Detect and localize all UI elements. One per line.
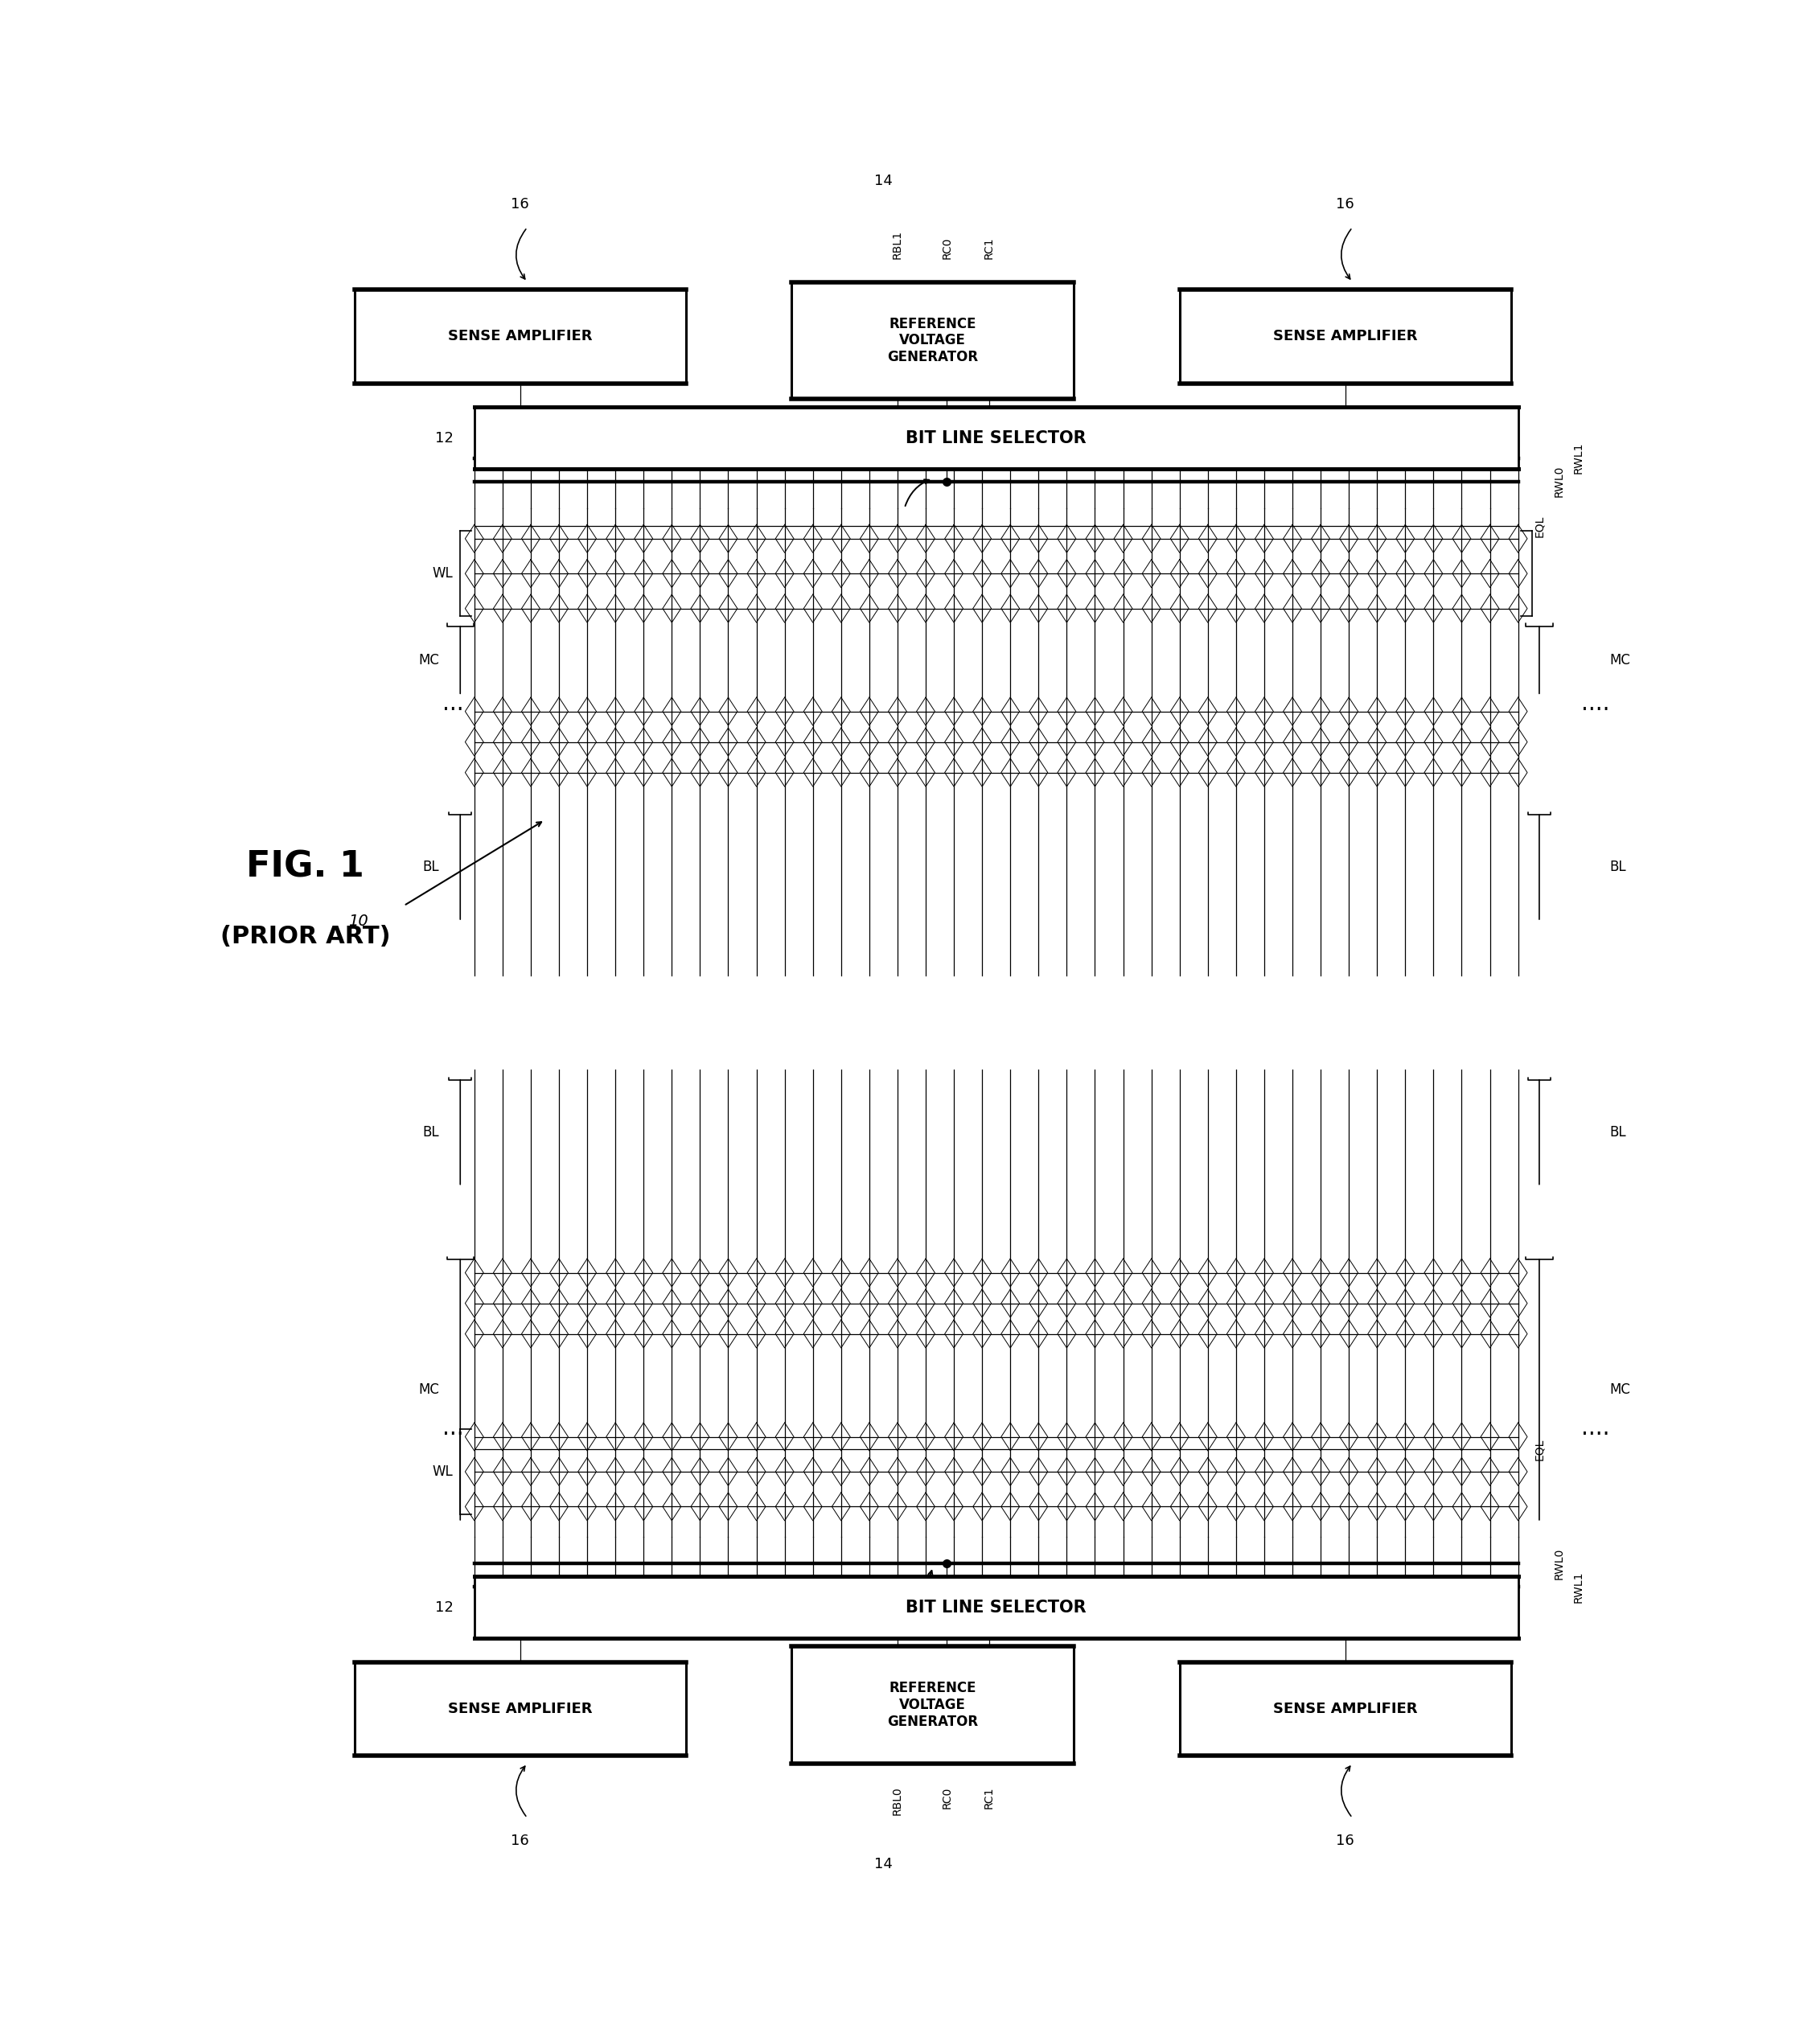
Text: 14: 14 [874,174,892,188]
Text: BL: BL [1609,1124,1627,1140]
Text: RBL0: RBL0 [892,1786,903,1814]
Bar [475,407,1518,470]
Text: EQL: EQL [1534,1438,1545,1460]
Text: 12: 12 [435,431,453,445]
Text: FIG. 1: FIG. 1 [246,848,364,885]
Text: ....: .... [1582,693,1611,715]
Text: RWL1: RWL1 [1572,441,1585,474]
Text: BIT LINE SELECTOR: BIT LINE SELECTOR [906,1600,1087,1616]
Text: BL: BL [422,861,439,875]
Text: EQL: EQL [1534,514,1545,537]
Text: WL: WL [433,1464,453,1478]
Text: SENSE AMPLIFIER: SENSE AMPLIFIER [448,1701,592,1715]
Text: RC0: RC0 [941,237,952,259]
Text: RWL0: RWL0 [1554,1547,1565,1580]
Text: WL: WL [433,567,453,581]
Text: RC0: RC0 [941,1786,952,1808]
Text: 16: 16 [511,1833,530,1849]
Text: 16: 16 [511,196,530,213]
Text: MC: MC [1609,652,1631,666]
Text: (PRIOR ART): (PRIOR ART) [220,925,389,948]
Text: ...: ... [442,693,464,715]
Text: 14: 14 [874,1857,892,1871]
Text: REFERENCE
VOLTAGE
GENERATOR: REFERENCE VOLTAGE GENERATOR [888,316,977,364]
Text: SENSE AMPLIFIER: SENSE AMPLIFIER [1274,330,1418,344]
Text: 10: 10 [349,913,368,929]
Text: RC1: RC1 [983,237,996,259]
Bar [475,1575,1518,1638]
Text: RWL0: RWL0 [1554,466,1565,498]
Text: 12: 12 [435,1600,453,1614]
Text: SENSE AMPLIFIER: SENSE AMPLIFIER [1274,1701,1418,1715]
Text: BIT LINE SELECTOR: BIT LINE SELECTOR [906,429,1087,446]
Text: MC: MC [1609,1383,1631,1397]
Bar [1179,290,1511,383]
Text: BL: BL [422,1124,439,1140]
Text: RWL1: RWL1 [1572,1571,1585,1604]
Text: ....: .... [1582,1417,1611,1440]
Text: REFERENCE
VOLTAGE
GENERATOR: REFERENCE VOLTAGE GENERATOR [888,1681,977,1729]
Text: BL: BL [1609,861,1627,875]
Text: 16: 16 [1336,1833,1354,1849]
Bar [792,1646,1074,1764]
Text: RBL1: RBL1 [892,229,903,259]
Text: ...: ... [442,1417,464,1440]
Text: 16: 16 [1336,196,1354,213]
Bar [1179,1663,1511,1756]
Text: RC1: RC1 [983,1786,996,1808]
Text: MC: MC [419,652,439,666]
Bar [355,1663,686,1756]
Text: SENSE AMPLIFIER: SENSE AMPLIFIER [448,330,592,344]
Text: MC: MC [419,1383,439,1397]
Bar [355,290,686,383]
Bar [792,281,1074,399]
